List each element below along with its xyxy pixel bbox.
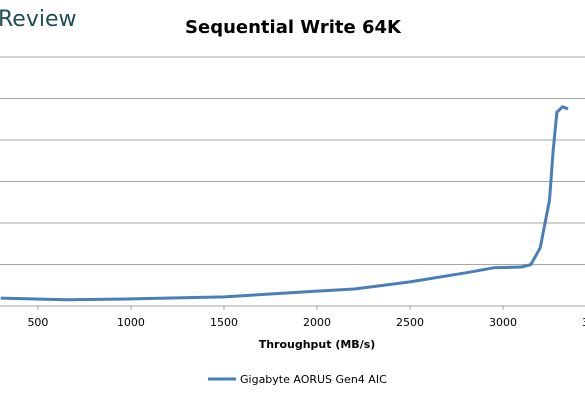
x-tick-label: 3500 bbox=[582, 316, 585, 329]
x-tick-label: 3000 bbox=[489, 316, 517, 329]
x-tick-label: 2000 bbox=[303, 316, 331, 329]
data-line bbox=[0, 105, 569, 302]
brand-logo: Review bbox=[0, 7, 77, 32]
x-tick-label: 500 bbox=[27, 316, 48, 329]
x-tick-label: 1000 bbox=[117, 316, 145, 329]
x-tick-label: 2500 bbox=[396, 316, 424, 329]
chart-title: Sequential Write 64K bbox=[185, 17, 402, 38]
x-tick-label: 1500 bbox=[210, 316, 238, 329]
x-axis-title: Throughput (MB/s) bbox=[259, 338, 376, 351]
legend-label: Gigabyte AORUS Gen4 AIC bbox=[240, 373, 387, 386]
